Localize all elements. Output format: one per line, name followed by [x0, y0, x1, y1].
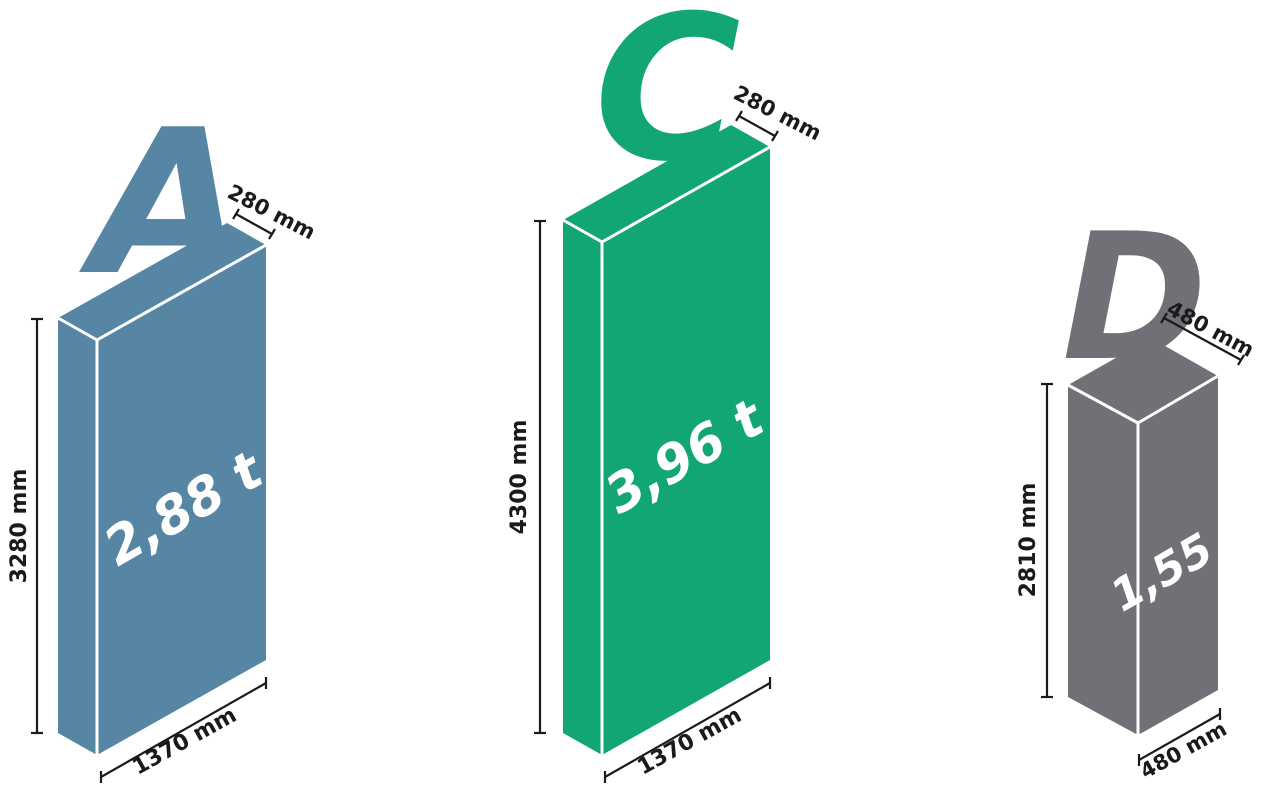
block-a-side-face — [58, 318, 97, 755]
block-d-height-label: 2810 mm — [1016, 483, 1041, 598]
block-a-top-face — [58, 223, 266, 340]
block-c: C 3,96 t 4300 mm 1370 mm 280 mm — [507, 0, 825, 783]
block-a-height-label: 3280 mm — [7, 469, 32, 584]
block-a-front-face — [97, 245, 266, 755]
block-c-height-label: 4300 mm — [507, 420, 532, 535]
block-d: D 1,55 t 2810 mm 480 mm 480 mm — [1016, 197, 1258, 784]
block-d-height-dimension: 2810 mm — [1016, 382, 1053, 699]
block-a: A 2,88 t 3280 mm 1370 mm 280 mm — [7, 87, 319, 783]
block-a-height-dimension: 3280 mm — [7, 317, 43, 735]
block-c-height-dimension: 4300 mm — [507, 219, 546, 735]
block-d-front-face — [1138, 376, 1218, 735]
block-c-top-face — [563, 125, 770, 242]
block-d-top-face — [1068, 338, 1218, 423]
block-c-front-face — [602, 147, 770, 755]
block-d-side-face — [1068, 385, 1138, 735]
block-c-side-face — [563, 220, 602, 755]
